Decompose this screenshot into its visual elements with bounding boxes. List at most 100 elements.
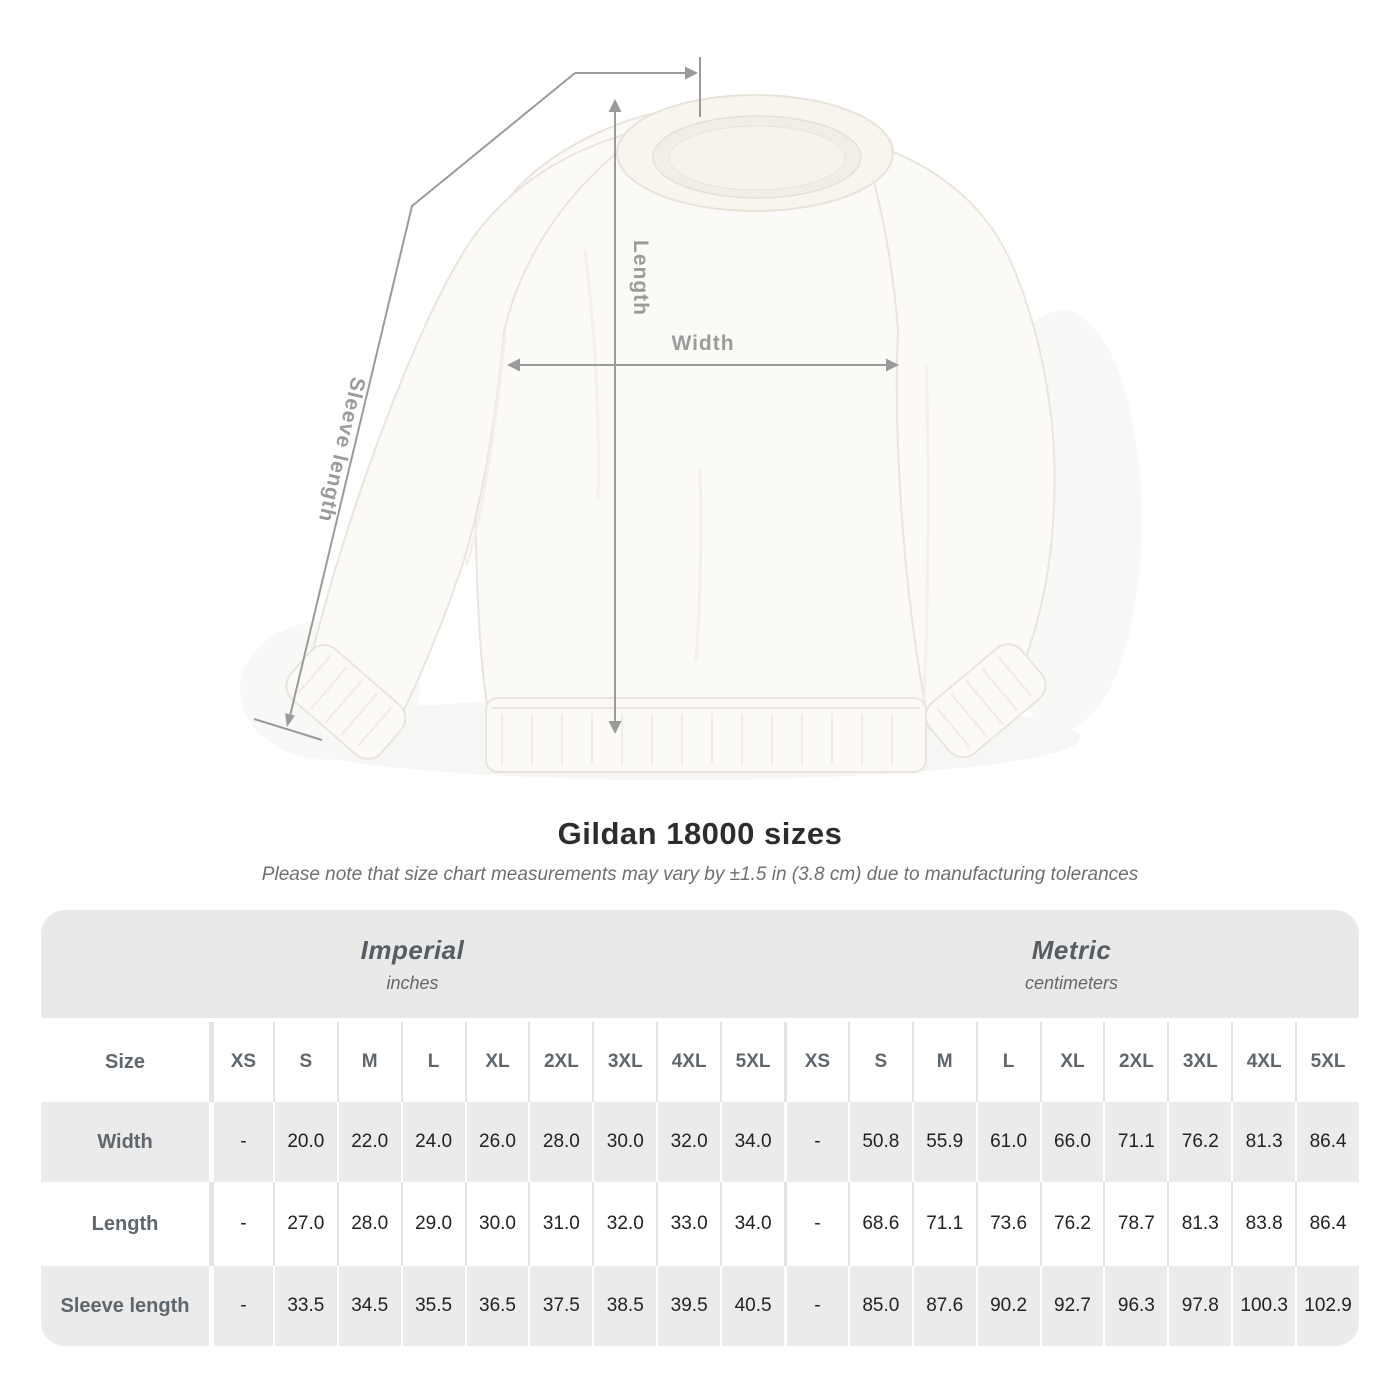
value-cell: 66.0 <box>1039 1102 1104 1182</box>
arrow-right-icon <box>685 66 698 80</box>
value-cell: - <box>209 1182 273 1266</box>
value-cell: - <box>209 1102 273 1182</box>
value-cell: 24.0 <box>400 1102 465 1182</box>
value-cell: 68.6 <box>847 1182 912 1266</box>
size-column-header: 2XL <box>1103 1022 1168 1102</box>
value-cell: 32.0 <box>656 1102 721 1182</box>
size-column-header: XL <box>464 1022 529 1102</box>
arrowheads <box>285 66 899 734</box>
sweatshirt-diagram-svg: Width Length Sleeve length <box>253 57 1056 773</box>
metric-group-header: Metric centimeters <box>784 910 1359 1022</box>
sweatshirt-image <box>285 94 1056 773</box>
size-chart-table: Imperial inches Metric centimeters Size … <box>41 910 1359 1346</box>
size-column-header: 5XL <box>720 1022 784 1102</box>
value-cell: 83.8 <box>1231 1182 1296 1266</box>
fabric-creases <box>464 249 930 701</box>
arrow-right2-icon <box>886 358 899 372</box>
sweatshirt-right-cuff <box>924 643 1047 759</box>
row-label-sleeve-length: Sleeve length <box>41 1266 209 1346</box>
chart-heading: Gildan 18000 sizes Please note that size… <box>0 816 1400 886</box>
size-column-header: S <box>847 1022 912 1102</box>
value-cell: 50.8 <box>847 1102 912 1182</box>
value-cell: 33.0 <box>656 1182 721 1266</box>
size-column-header: L <box>975 1022 1040 1102</box>
row-label-length: Length <box>41 1182 209 1266</box>
value-cell: 38.5 <box>592 1266 657 1346</box>
value-cell: 37.5 <box>528 1266 593 1346</box>
sweatshirt-waistband <box>485 697 927 773</box>
value-cell: 85.0 <box>847 1266 912 1346</box>
value-cell: 71.1 <box>911 1182 976 1266</box>
value-cell: 33.5 <box>272 1266 337 1346</box>
value-cell: 96.3 <box>1103 1266 1168 1346</box>
arrow-up-icon <box>608 99 622 112</box>
tolerance-note: Please note that size chart measurements… <box>261 864 1139 885</box>
value-cell: 34.5 <box>336 1266 401 1346</box>
value-cell: - <box>784 1102 848 1182</box>
value-cell: 34.0 <box>720 1182 784 1266</box>
value-cell: 40.5 <box>720 1266 784 1346</box>
sweatshirt-left-cuff <box>285 644 407 760</box>
value-cell: - <box>784 1182 848 1266</box>
value-cell: 92.7 <box>1039 1266 1104 1346</box>
value-cell: 97.8 <box>1167 1266 1232 1346</box>
value-cell: 36.5 <box>464 1266 529 1346</box>
value-cell: 30.0 <box>464 1182 529 1266</box>
value-cell: 32.0 <box>592 1182 657 1266</box>
size-column-header: 3XL <box>1167 1022 1232 1102</box>
value-cell: 22.0 <box>336 1102 401 1182</box>
value-cell: 34.0 <box>720 1102 784 1182</box>
value-cell: 73.6 <box>975 1182 1040 1266</box>
value-cell: 81.3 <box>1167 1182 1232 1266</box>
value-cell: 90.2 <box>975 1266 1040 1346</box>
value-cell: 27.0 <box>272 1182 337 1266</box>
arrow-sleeve-end-icon <box>285 713 295 727</box>
imperial-label: Imperial <box>360 934 465 965</box>
width-dimension-label: Width <box>671 332 734 355</box>
size-column-header: 5XL <box>1295 1022 1359 1102</box>
value-cell: 87.6 <box>911 1266 976 1346</box>
imperial-unit: inches <box>386 972 439 993</box>
size-column-header: L <box>400 1022 465 1102</box>
sleeve-end-tick <box>253 718 323 741</box>
page-title: Gildan 18000 sizes <box>557 816 843 851</box>
size-column-header: XS <box>784 1022 848 1102</box>
value-cell: 86.4 <box>1295 1102 1359 1182</box>
size-column-header: 4XL <box>1231 1022 1296 1102</box>
value-cell: 29.0 <box>400 1182 465 1266</box>
metric-unit: centimeters <box>1024 972 1119 993</box>
value-cell: - <box>209 1266 273 1346</box>
sweatshirt-collar <box>616 94 894 212</box>
size-column-header: XL <box>1039 1022 1104 1102</box>
metric-label: Metric <box>1031 934 1112 965</box>
value-cell: 81.3 <box>1231 1102 1296 1182</box>
size-column-header: 4XL <box>656 1022 721 1102</box>
size-column-header: XS <box>209 1022 273 1102</box>
arrow-left-icon <box>507 358 520 372</box>
arrow-down-icon <box>608 721 622 734</box>
size-column-header: 3XL <box>592 1022 657 1102</box>
value-cell: 28.0 <box>336 1182 401 1266</box>
length-dimension-label: Length <box>629 240 652 316</box>
size-column-header: M <box>336 1022 401 1102</box>
value-cell: 102.9 <box>1295 1266 1359 1346</box>
size-column-header: M <box>911 1022 976 1102</box>
value-cell: 28.0 <box>528 1102 593 1182</box>
value-cell: 39.5 <box>656 1266 721 1346</box>
size-column-header: 2XL <box>528 1022 593 1102</box>
imperial-group-header: Imperial inches <box>41 910 784 1022</box>
value-cell: 26.0 <box>464 1102 529 1182</box>
measurement-lines <box>253 57 892 741</box>
corner-header-size: Size <box>41 1022 209 1102</box>
value-cell: 61.0 <box>975 1102 1040 1182</box>
row-label-width: Width <box>41 1102 209 1182</box>
size-column-header: S <box>272 1022 337 1102</box>
value-cell: 76.2 <box>1167 1102 1232 1182</box>
value-cell: 31.0 <box>528 1182 593 1266</box>
value-cell: 86.4 <box>1295 1182 1359 1266</box>
value-cell: 100.3 <box>1231 1266 1296 1346</box>
size-diagram: Width Length Sleeve length <box>253 57 1056 773</box>
sleeve-length-line <box>289 72 576 717</box>
value-cell: 78.7 <box>1103 1182 1168 1266</box>
value-cell: 76.2 <box>1039 1182 1104 1266</box>
